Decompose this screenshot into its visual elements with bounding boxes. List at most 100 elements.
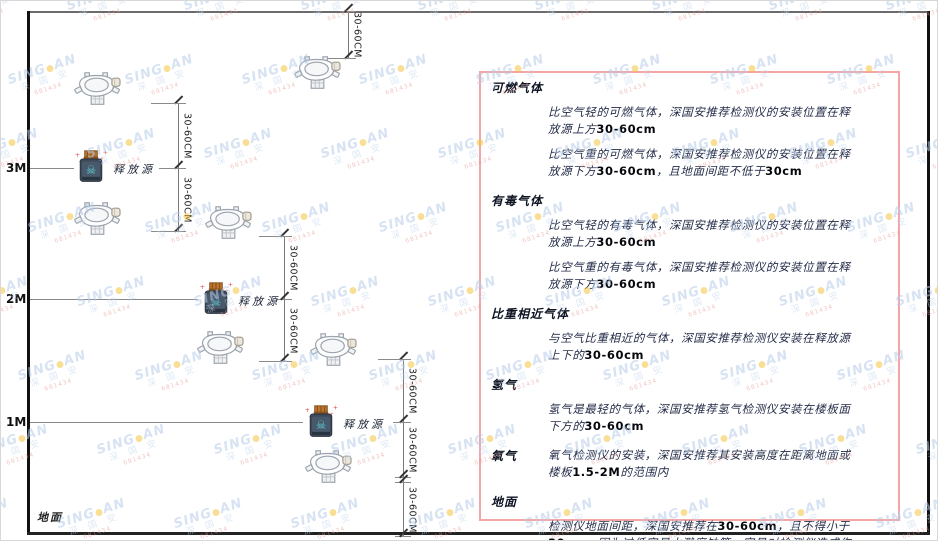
dim-label: 30-60CM	[406, 367, 418, 414]
detector-below-1m-source	[305, 449, 352, 489]
dim-tick	[340, 57, 356, 59]
watermark-hanzi: 深 国 安	[332, 141, 386, 168]
detector-below-ceiling	[294, 55, 341, 95]
dim-label: 30-60CM	[351, 12, 363, 58]
watermark-code: 681434	[287, 229, 318, 245]
watermark-code: 681434	[102, 303, 133, 319]
watermark-code: 681434	[404, 229, 435, 245]
watermark-code: 681434	[150, 81, 181, 97]
release-source-label-3m: 释放源	[113, 163, 155, 176]
watermark-code: 681434	[1, 520, 15, 540]
watermark-code: 681434	[199, 525, 230, 541]
dim-line-ceiling	[348, 11, 349, 58]
svg-text:☠: ☠	[86, 163, 96, 177]
height-label-2m: 2M	[6, 292, 27, 306]
release-source-3m: + + + + ☠	[73, 148, 109, 190]
watermark-code: 681434	[384, 81, 415, 97]
panel-section-2: 有毒气体 比空气轻的有毒气体，深国安推荐检测仪的安装位置在释放源上方30-60cm…	[491, 192, 886, 293]
watermark-brand: SING●AN	[318, 125, 392, 163]
right-wall-line	[927, 11, 930, 535]
dim-label: 30-60CM	[287, 245, 299, 291]
watermark-hanzi: 深 国 安	[88, 289, 142, 316]
watermark-brand: SING●AN	[1, 1, 20, 13]
watermark-brand: SING●AN	[259, 199, 333, 237]
watermark-brand: SING●AN	[0, 125, 41, 163]
section-paragraph: 氢气是最轻的气体，深国安推荐氢气检测仪安装在楼板面下方的30-60cm	[548, 402, 851, 433]
release-source-icon: + + + + ☠	[305, 404, 338, 437]
leader-2m	[30, 299, 198, 300]
section-paragraph: 与空气比重相近的气体，深国安推荐检测仪安装在释放源上下的30-60cm	[548, 331, 851, 362]
svg-text:+: +	[100, 156, 104, 162]
ground-line	[27, 532, 930, 535]
watermark-hanzi: 深 国 安	[390, 215, 444, 242]
height-label-1m: 1M	[6, 415, 27, 429]
detector-mid-right	[310, 332, 357, 372]
dim-label: 30-60CM	[406, 486, 418, 533]
dim-label: 30-60CM	[181, 112, 193, 159]
watermark-brand: SING●AN	[376, 199, 450, 237]
watermark-hanzi: 深 国 安	[108, 437, 162, 464]
svg-text:+: +	[330, 411, 334, 417]
dim-stub	[151, 103, 178, 104]
dim-label: 30-60CM	[406, 427, 418, 473]
ground-label: 地面	[37, 511, 63, 524]
watermark-code: 681434	[239, 451, 270, 467]
dim-tick	[276, 298, 292, 300]
section-paragraph: 比空气轻的可燃气体，深国安推荐检测仪的安装位置在释放源上方30-60cm	[548, 105, 851, 136]
dim-label: 30-60CM	[287, 308, 299, 354]
watermark-hanzi: 深 国 安	[0, 511, 5, 538]
panel-section-6: 地面检测仪地面间距，深国安推荐在30-60cm，且不得小于30cm，因为过低容易…	[491, 493, 886, 540]
watermark-code: 681434	[43, 377, 74, 393]
detector-mid-left	[205, 205, 252, 245]
ceiling-line	[27, 11, 930, 13]
gas-detector-icon	[74, 202, 121, 235]
svg-text:+: +	[75, 152, 80, 159]
svg-text:☠: ☠	[211, 295, 221, 309]
dim-line-1m	[403, 359, 404, 536]
watermark-code: 681434	[433, 525, 464, 541]
watermark-hanzi: 深 国 安	[302, 511, 356, 538]
info-panel: 可燃气体 比空气轻的可燃气体，深国安推荐检测仪的安装位置在释放源上方30-60cm…	[479, 71, 900, 540]
gas-detector-icon	[74, 72, 121, 105]
dim-stub	[151, 231, 178, 232]
section-heading: 可燃气体	[491, 81, 544, 95]
dim-stub	[393, 422, 403, 423]
watermark-brand: SING●AN	[356, 51, 430, 89]
leader-1m	[30, 422, 303, 423]
panel-section-1: 可燃气体 比空气轻的可燃气体，深国安推荐检测仪的安装位置在释放源上方30-60cm…	[491, 79, 886, 180]
gas-detector-icon	[310, 333, 357, 366]
detector-below-2m-source	[197, 330, 244, 370]
dim-tick	[395, 358, 411, 360]
watermark-code: 681434	[0, 7, 6, 23]
watermark-brand: SING●AN	[0, 495, 11, 518]
watermark-hanzi: 深 国 安	[370, 67, 424, 94]
panel-section-4: 氢气 氢气是最轻的气体，深国安推荐氢气检测仪安装在楼板面下方的30-60cm	[491, 376, 886, 435]
svg-text:☠: ☠	[316, 418, 326, 432]
svg-text:+: +	[228, 281, 233, 288]
release-source-label-2m: 释放源	[238, 295, 280, 308]
panel-section-3: 比重相近气体 与空气比重相近的气体，深国安推荐检测仪安装在释放源上下的30-60c…	[491, 305, 886, 364]
section-paragraph: 比空气重的有毒气体，深国安推荐检测仪的安装位置在释放源下方30-60cm	[548, 260, 851, 291]
watermark-hanzi: 深 国 安	[68, 511, 122, 538]
section-paragraph: 氧气检测仪的安装，深国安推荐其安装高度在距离地面或楼板1.5-2M的范围内	[548, 448, 851, 479]
watermark-hanzi: 深 国 安	[185, 511, 239, 538]
watermark-brand: SING●AN	[288, 495, 362, 533]
detector-above-3m-source	[74, 71, 121, 111]
dim-label: 30-60CM	[181, 176, 193, 223]
watermark-brand: SING●AN	[308, 273, 382, 311]
svg-text:+: +	[305, 407, 310, 414]
watermark-brand: SING●AN	[201, 125, 275, 163]
release-source-icon: + + + + ☠	[75, 149, 108, 182]
dim-tick	[170, 167, 186, 169]
svg-text:+: +	[225, 288, 229, 294]
